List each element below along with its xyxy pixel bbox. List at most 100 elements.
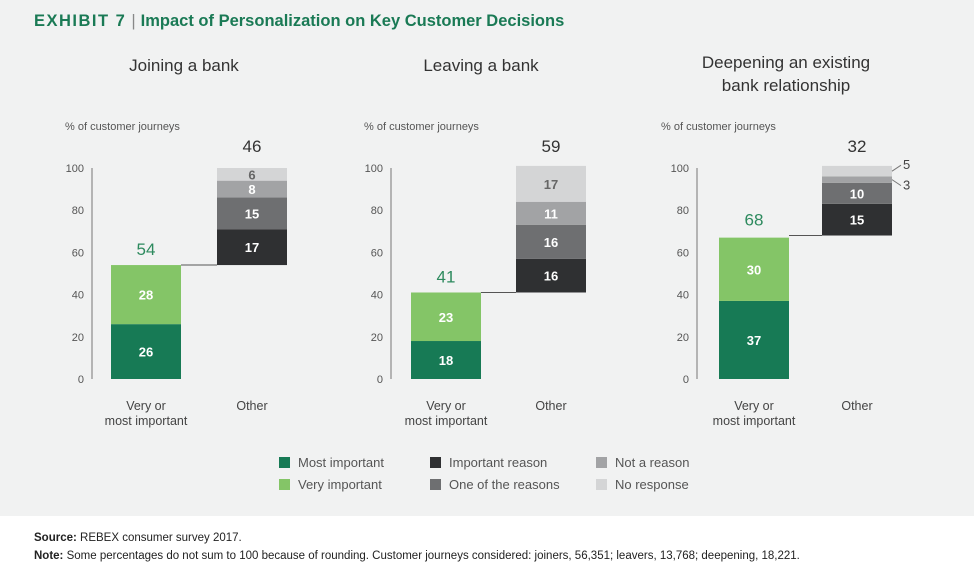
- chart2-category-label: most important: [405, 414, 488, 428]
- chart3-bar-1-segment-very-important: [719, 237, 789, 301]
- chart2-bar-2-segment-not-a-reason: [516, 201, 586, 225]
- chart1-y-tick-label: 40: [72, 290, 84, 302]
- legend-swatch-not-a-reason: [596, 457, 607, 468]
- legend-item-no-response: No response: [596, 477, 689, 493]
- chart2-data-label-very-important: 23: [439, 310, 453, 325]
- chart3-data-label-no-response: 5: [903, 157, 910, 172]
- chart1-data-label-important-reason: 17: [245, 240, 259, 255]
- exhibit-heading: EXHIBIT 7 | Impact of Personalization on K…: [34, 12, 564, 31]
- chart3-y-tick-label: 80: [677, 205, 689, 217]
- chart2-y-tick-label: 0: [377, 374, 383, 386]
- chart2-y-tick-label: 100: [365, 163, 383, 175]
- legend-swatch-no-response: [596, 479, 607, 490]
- chart2-bar-2-segment-important-reason: [516, 258, 586, 293]
- chart1-category-label: Other: [236, 399, 267, 413]
- chart3-bar-2-segment-one-of-the-reasons: [822, 182, 892, 204]
- legend-label-most-important: Most important: [298, 455, 384, 470]
- legend-swatch-one-of-the-reasons: [430, 479, 441, 490]
- chart3-data-label-one-of-the-reasons: 10: [850, 186, 864, 201]
- chart2-y-tick-label: 80: [371, 205, 383, 217]
- chart1-bar-1-segment-very-important: [111, 265, 181, 325]
- chart2-data-label-not-a-reason: 11: [544, 206, 558, 221]
- chart2-y-tick-label: 40: [371, 290, 383, 302]
- source-note: Source: REBEX consumer survey 2017.: [34, 532, 242, 544]
- chart1-y-tick-label: 0: [78, 374, 84, 386]
- chart3-title-line: Deepening an existing: [702, 53, 870, 72]
- chart2-category-label: Other: [535, 399, 566, 413]
- chart2-data-label-no-response: 17: [544, 177, 558, 192]
- chart3-y-tick-label: 0: [683, 374, 689, 386]
- chart1-bar-2-segment-one-of-the-reasons: [217, 197, 287, 230]
- chart3-leader-line-no-response: [891, 164, 902, 172]
- legend-item-not-a-reason: Not a reason: [596, 455, 689, 471]
- chart3-total-label: 32: [848, 137, 867, 156]
- legend-label-not-a-reason: Not a reason: [615, 455, 690, 470]
- chart2-category-label: Very or: [426, 399, 466, 413]
- chart1-bar-1-segment-most-important: [111, 324, 181, 379]
- chart1-total-label: 46: [243, 137, 262, 156]
- chart3-category-label: Other: [841, 399, 872, 413]
- chart1-y-tick-label: 60: [72, 247, 84, 259]
- chart2-data-label-important-reason: 16: [544, 269, 558, 284]
- chart3-title-line: bank relationship: [722, 76, 851, 95]
- chart1-bar-2-segment-no-response: [217, 168, 287, 181]
- chart1-data-label-most-important: 26: [139, 345, 153, 360]
- chart3-y-tick-label: 60: [677, 247, 689, 259]
- chart3-leader-line-not-a-reason: [891, 179, 902, 187]
- chart3-category-label: Very or: [734, 399, 774, 413]
- chart3-category-label: most important: [713, 414, 796, 428]
- chart1-y-tick-label: 100: [66, 163, 84, 175]
- note-label: Note:: [34, 550, 64, 562]
- chart2-total-label: 41: [437, 267, 456, 286]
- chart3-y-axis-label: % of customer journeys: [661, 121, 776, 133]
- chart3-data-label-most-important: 37: [747, 333, 761, 348]
- source-text: REBEX consumer survey 2017.: [80, 532, 242, 544]
- source-label: Source:: [34, 532, 77, 544]
- chart3-y-tick-label: 100: [671, 163, 689, 175]
- legend-item-important-reason: Important reason: [430, 455, 547, 471]
- chart2-title: Leaving a bank: [423, 56, 539, 75]
- chart3-total-label: 68: [745, 211, 764, 230]
- chart2-bar-1-segment-very-important: [411, 292, 481, 342]
- chart2-y-tick-label: 60: [371, 247, 383, 259]
- footnote: Note: Some percentages do not sum to 100…: [34, 550, 800, 562]
- chart1-bar-2-segment-important-reason: [217, 229, 287, 266]
- chart1-data-label-very-important: 28: [139, 288, 153, 303]
- chart3-data-label-important-reason: 15: [850, 213, 864, 228]
- chart3-bar-2-segment-important-reason: [822, 203, 892, 236]
- chart2-y-tick-label: 20: [371, 332, 383, 344]
- legend-item-one-of-the-reasons: One of the reasons: [430, 477, 560, 493]
- chart1-category-label: Very or: [126, 399, 166, 413]
- chart1-total-label: 54: [137, 240, 156, 259]
- chart2-bar-1-segment-most-important: [411, 341, 481, 379]
- chart3-y-tick-label: 40: [677, 290, 689, 302]
- chart-panel: [0, 0, 974, 516]
- exhibit-title: Impact of Personalization on Key Custome…: [140, 12, 565, 30]
- chart1-category-label: most important: [105, 414, 188, 428]
- chart2-bar-2-segment-no-response: [516, 165, 586, 202]
- note-text: Some percentages do not sum to 100 becau…: [66, 550, 800, 562]
- legend-label-one-of-the-reasons: One of the reasons: [449, 477, 560, 492]
- bar-charts: Joining a bank % of customer journeys 0 20 4…: [65, 53, 910, 428]
- chart2-total-label: 59: [542, 137, 561, 156]
- legend-swatch-important-reason: [430, 457, 441, 468]
- legend-swatch-very-important: [279, 479, 290, 490]
- chart3-bar-2-segment-not-a-reason: [822, 176, 892, 183]
- chart3-bar-2-segment-no-response: [822, 165, 892, 177]
- legend-label-important-reason: Important reason: [449, 455, 548, 470]
- legend-label-no-response: No response: [615, 477, 689, 492]
- chart1-y-axis-label: % of customer journeys: [65, 121, 180, 133]
- chart3-data-label-very-important: 30: [747, 262, 761, 277]
- chart3-data-label-not-a-reason: 3: [903, 178, 910, 193]
- chart1-data-label-not-a-reason: 8: [248, 182, 255, 197]
- legend-label-very-important: Very important: [298, 477, 382, 492]
- legend-item-most-important: Most important: [279, 455, 384, 471]
- chart1-y-tick-label: 80: [72, 205, 84, 217]
- heading-separator: |: [131, 12, 136, 30]
- chart1-bar-2-segment-not-a-reason: [217, 180, 287, 198]
- chart1-title: Joining a bank: [129, 56, 239, 75]
- legend-item-very-important: Very important: [279, 477, 382, 493]
- chart2-y-axis-label: % of customer journeys: [364, 121, 479, 133]
- legend-swatch-most-important: [279, 457, 290, 468]
